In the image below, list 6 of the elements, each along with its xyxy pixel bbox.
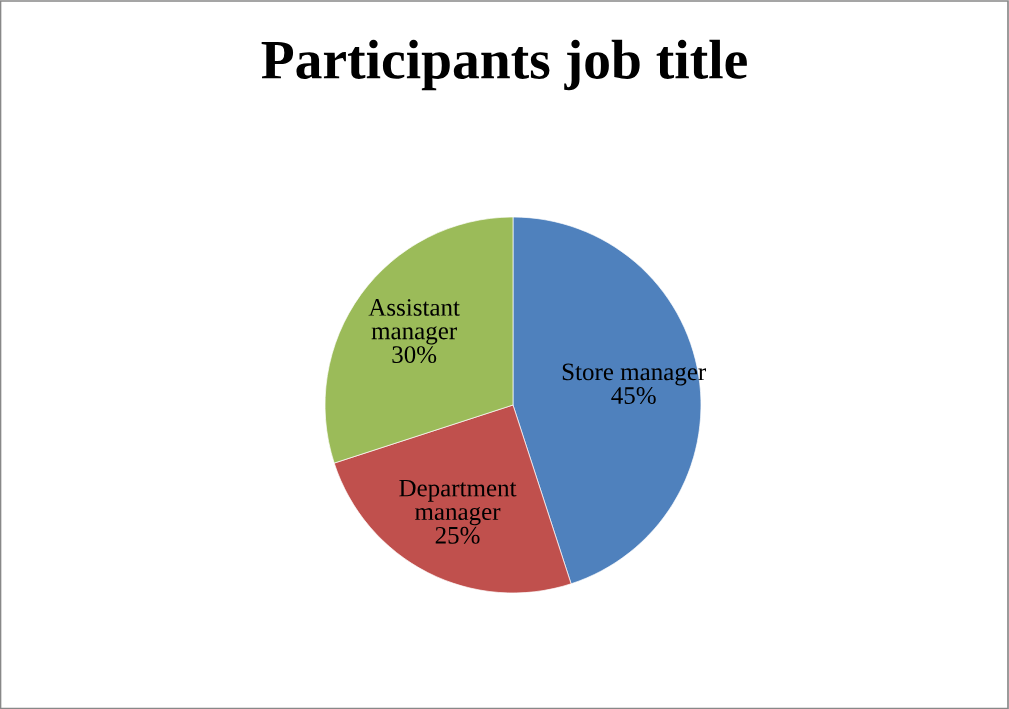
slice-label: Department manager — [399, 479, 517, 526]
data-label: 45% — [611, 387, 656, 404]
data-label: 25% — [435, 526, 480, 544]
slice-label: Assistant manager — [368, 299, 460, 345]
chart-title: Participants job title — [261, 39, 747, 91]
data-label: 30% — [392, 346, 437, 364]
